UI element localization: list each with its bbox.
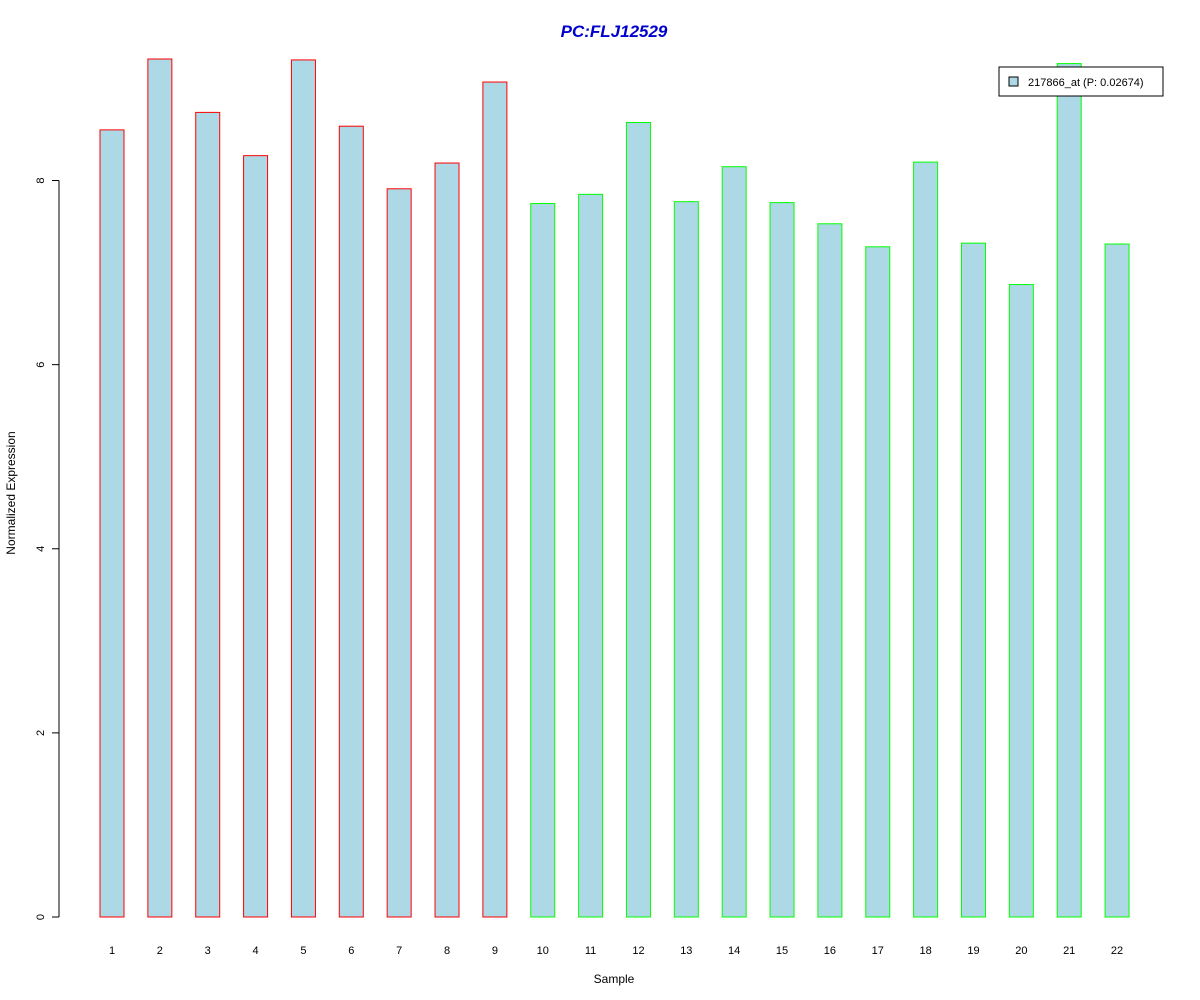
bar-sample-5: [290, 59, 316, 918]
x-tick-label: 3: [205, 945, 211, 957]
x-tick-label: 13: [680, 945, 692, 957]
bar-sample-6: [338, 125, 364, 918]
x-axis-label: Sample: [594, 972, 635, 986]
x-tick-label: 2: [157, 945, 163, 957]
bar-sample-22: [1104, 243, 1130, 918]
legend-box: [998, 66, 1164, 97]
x-tick-label: 20: [1015, 945, 1027, 957]
x-tick-label: 12: [632, 945, 644, 957]
bar-sample-1: [99, 129, 125, 918]
bar-sample-21: [1056, 63, 1082, 918]
bar-sample-2: [147, 58, 173, 918]
bars-group: [99, 58, 1130, 918]
y-tick-label: 8: [35, 177, 47, 183]
bar-sample-14: [721, 166, 747, 918]
bar-sample-3: [195, 111, 221, 918]
y-tick-label: 2: [35, 730, 47, 736]
legend-label: 217866_at (P: 0.02674): [1028, 77, 1144, 89]
y-axis: 0 2 4 6 8: [35, 177, 60, 920]
x-tick-label: 21: [1063, 945, 1075, 957]
x-tick-label: 8: [444, 945, 450, 957]
x-tick-label: 18: [919, 945, 931, 957]
bar-sample-20: [1008, 284, 1034, 918]
y-tick-label: 6: [35, 362, 47, 368]
x-tick-label: 7: [396, 945, 402, 957]
x-tick-label: 19: [967, 945, 979, 957]
bar-sample-7: [386, 188, 412, 918]
chart-title: PC:FLJ12529: [561, 22, 668, 41]
bar-sample-4: [243, 155, 269, 918]
legend-swatch: [1008, 76, 1019, 87]
bar-sample-15: [769, 202, 795, 918]
bar-sample-13: [673, 201, 699, 918]
legend: 217866_at (P: 0.02674): [998, 66, 1164, 97]
y-tick-label: 0: [35, 914, 47, 920]
bar-sample-8: [434, 162, 460, 918]
x-tick-label: 4: [253, 945, 259, 957]
bar-sample-17: [865, 246, 891, 918]
x-tick-label: 15: [776, 945, 788, 957]
x-tick-label: 22: [1111, 945, 1123, 957]
bar-sample-16: [817, 223, 843, 918]
x-tick-label: 10: [537, 945, 549, 957]
x-tick-label: 1: [109, 945, 115, 957]
bar-sample-18: [913, 161, 939, 918]
bar-sample-11: [578, 193, 604, 918]
y-axis-label: Normalized Expression: [4, 431, 18, 554]
bar-sample-19: [960, 242, 986, 918]
bar-sample-9: [482, 81, 508, 918]
x-tick-labels: 1 2 3 4 5 6 7 8 9 10 11 12 13 14 15 16 17 18 19 20 21 22: [109, 945, 1123, 957]
x-tick-label: 6: [348, 945, 354, 957]
x-tick-label: 11: [585, 945, 596, 957]
x-tick-label: 9: [492, 945, 498, 957]
bar-sample-10: [530, 203, 556, 918]
x-tick-label: 17: [872, 945, 884, 957]
y-tick-label: 4: [35, 546, 47, 552]
x-tick-label: 14: [728, 945, 740, 957]
x-tick-label: 5: [300, 945, 306, 957]
bar-sample-12: [625, 122, 651, 918]
x-tick-label: 16: [824, 945, 836, 957]
